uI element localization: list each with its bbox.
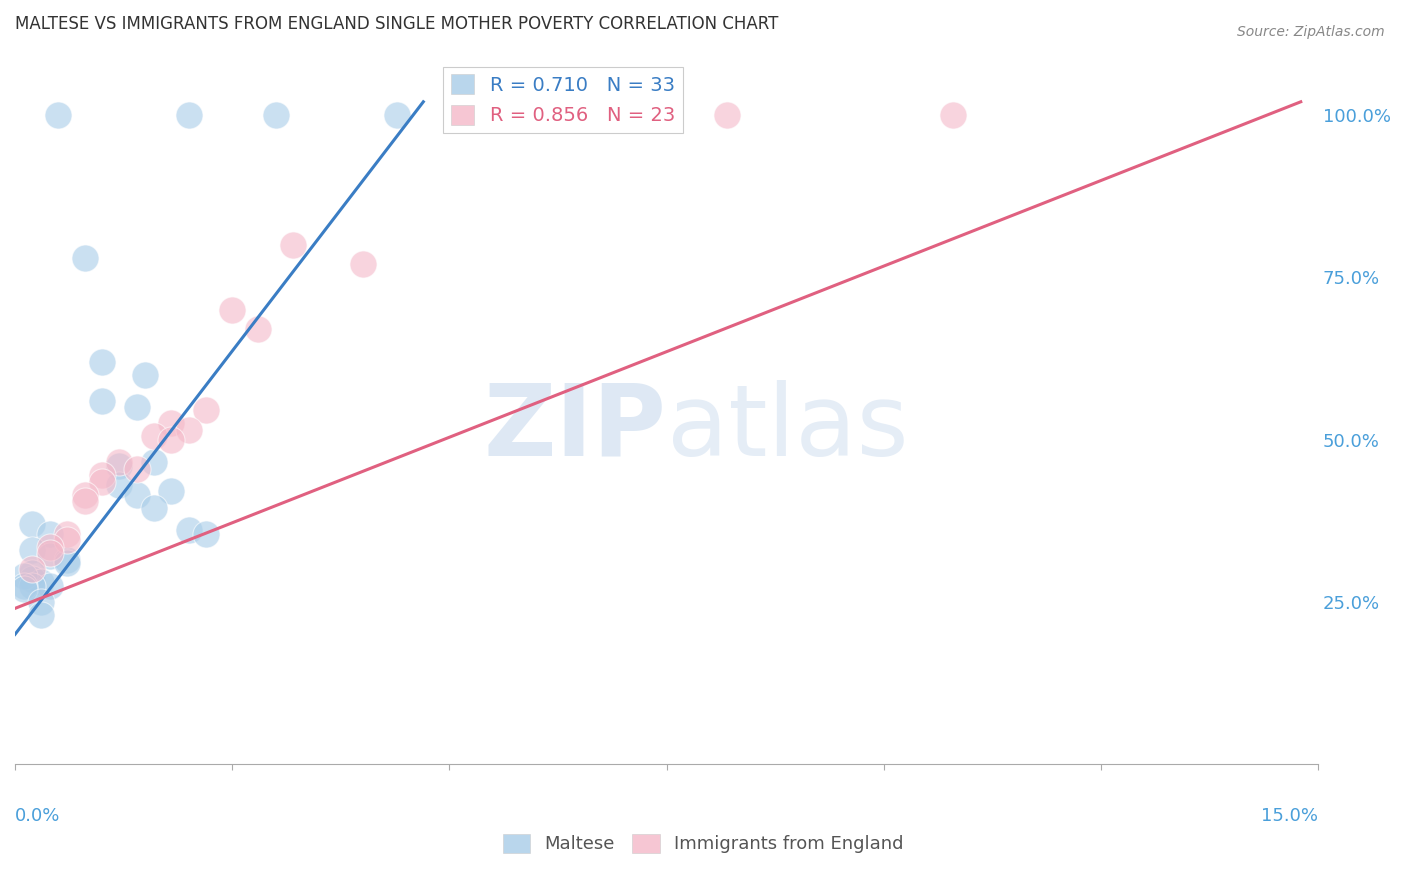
Point	[247, 322, 270, 336]
Point	[177, 524, 200, 538]
Point	[13, 582, 35, 596]
Point	[21, 572, 44, 586]
Point	[125, 488, 148, 502]
Point	[30, 575, 52, 590]
Point	[281, 237, 304, 252]
Point	[177, 108, 200, 122]
Point	[30, 595, 52, 609]
Point	[195, 403, 218, 417]
Point	[30, 607, 52, 622]
Point	[108, 455, 131, 469]
Point	[90, 354, 112, 368]
Text: Source: ZipAtlas.com: Source: ZipAtlas.com	[1237, 25, 1385, 39]
Text: atlas: atlas	[666, 380, 908, 477]
Point	[160, 417, 183, 431]
Point	[73, 251, 96, 265]
Point	[125, 462, 148, 476]
Point	[942, 108, 965, 122]
Text: ZIP: ZIP	[484, 380, 666, 477]
Text: 0.0%: 0.0%	[15, 807, 60, 825]
Point	[56, 526, 79, 541]
Point	[143, 500, 166, 515]
Point	[177, 423, 200, 437]
Legend: R = 0.710   N = 33, R = 0.856   N = 23: R = 0.710 N = 33, R = 0.856 N = 23	[443, 67, 683, 133]
Point	[160, 484, 183, 499]
Point	[13, 579, 35, 593]
Point	[108, 458, 131, 473]
Point	[612, 108, 634, 122]
Point	[21, 516, 44, 531]
Point	[134, 368, 156, 382]
Point	[13, 569, 35, 583]
Point	[56, 552, 79, 566]
Point	[38, 546, 60, 560]
Point	[73, 488, 96, 502]
Point	[21, 566, 44, 580]
Point	[108, 478, 131, 492]
Point	[90, 393, 112, 408]
Point	[56, 556, 79, 570]
Point	[48, 108, 70, 122]
Point	[221, 302, 243, 317]
Point	[38, 540, 60, 554]
Point	[143, 455, 166, 469]
Point	[716, 108, 738, 122]
Point	[352, 257, 374, 271]
Point	[21, 562, 44, 576]
Point	[264, 108, 287, 122]
Point	[38, 549, 60, 564]
Point	[90, 475, 112, 489]
Point	[143, 429, 166, 443]
Legend: Maltese, Immigrants from England: Maltese, Immigrants from England	[495, 827, 911, 861]
Point	[387, 108, 409, 122]
Point	[21, 579, 44, 593]
Point	[90, 468, 112, 483]
Text: 15.0%: 15.0%	[1261, 807, 1319, 825]
Point	[160, 433, 183, 447]
Point	[38, 579, 60, 593]
Text: MALTESE VS IMMIGRANTS FROM ENGLAND SINGLE MOTHER POVERTY CORRELATION CHART: MALTESE VS IMMIGRANTS FROM ENGLAND SINGL…	[15, 15, 779, 33]
Point	[73, 494, 96, 508]
Point	[195, 526, 218, 541]
Point	[38, 526, 60, 541]
Point	[56, 533, 79, 548]
Point	[21, 543, 44, 558]
Point	[125, 400, 148, 414]
